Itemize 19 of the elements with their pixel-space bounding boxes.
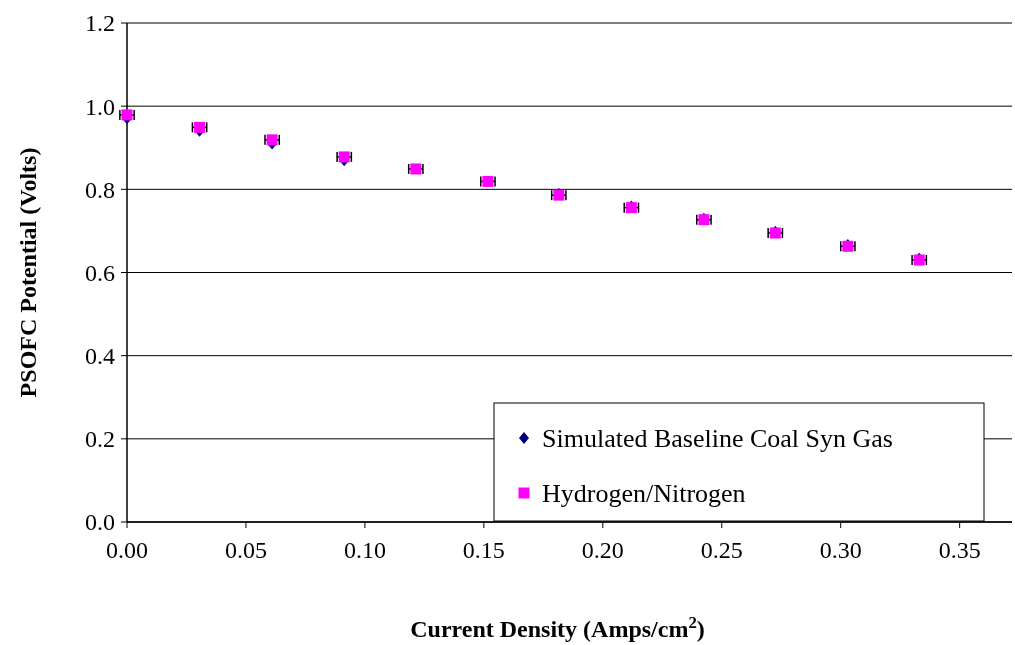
y-axis-title: PSOFC Potential (Volts) [15,147,41,398]
x-tick-label: 0.20 [581,537,624,563]
x-tick-label: 0.15 [462,537,505,563]
x-tick-label: 0.35 [938,537,981,563]
x-axis-title: Current Density (Amps/cm$^{2}$) [410,612,705,642]
y-tick-label: 1.0 [85,93,115,120]
y-tick-label: 0.4 [85,343,115,370]
y-tick-label: 1.2 [85,10,115,37]
x-tick-label: 0.30 [819,537,862,563]
legend-label: Hydrogen/Nitrogen [542,479,746,509]
x-tick-label: 0.05 [224,537,267,563]
y-tick-label: 0.6 [85,259,115,286]
y-tick-label: 0.2 [85,426,115,453]
x-tick-label: 0.25 [700,537,743,563]
legend-label: Simulated Baseline Coal Syn Gas [542,424,893,454]
y-tick-label: 0.0 [85,509,115,536]
x-tick-label: 0.00 [106,537,148,563]
x-tick-label: 0.10 [343,537,386,563]
y-tick-label: 0.8 [85,176,115,203]
